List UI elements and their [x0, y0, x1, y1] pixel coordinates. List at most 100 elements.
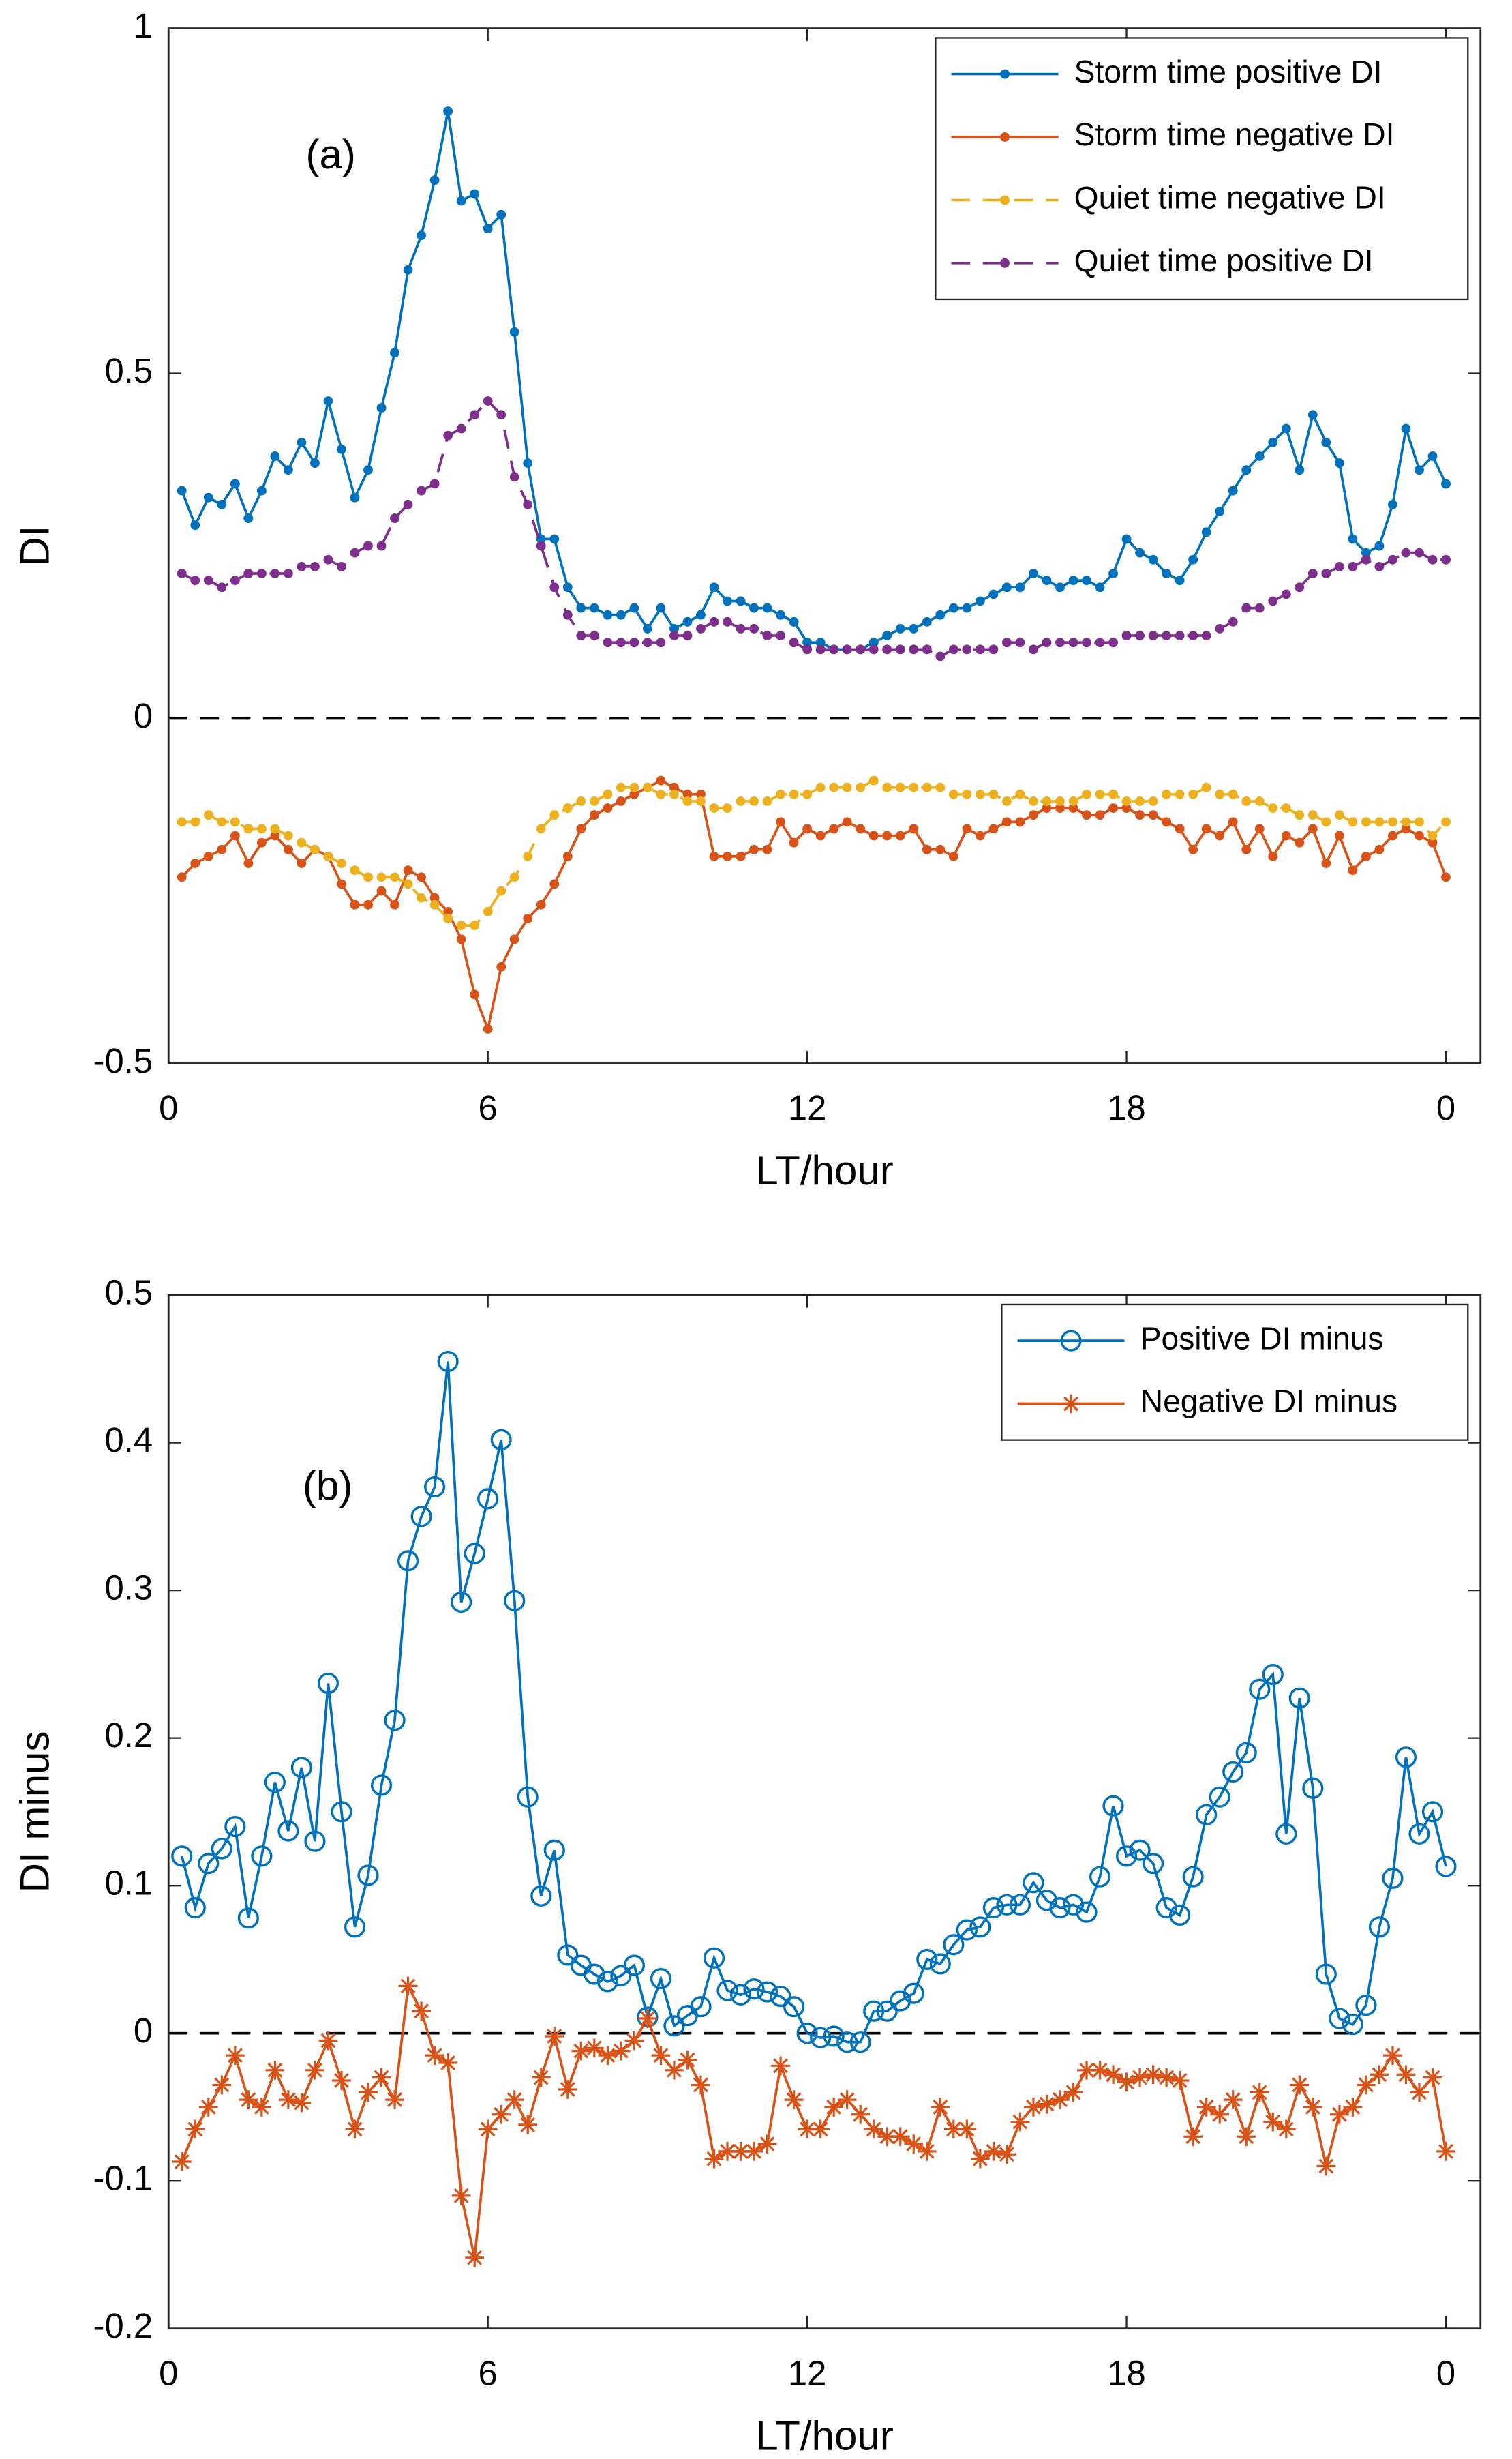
- data-point: [363, 872, 373, 882]
- data-point: [1117, 2072, 1136, 2091]
- data-point: [716, 1980, 738, 2001]
- data-point: [988, 644, 999, 655]
- data-point: [1241, 796, 1252, 806]
- data-point: [376, 403, 387, 413]
- data-point: [256, 569, 267, 578]
- data-point: [743, 1978, 765, 2000]
- data-point: [549, 582, 560, 593]
- data-point: [638, 2009, 657, 2028]
- data-point: [1121, 631, 1132, 641]
- data-point: [718, 2142, 737, 2161]
- y-axis-label: DI minus: [12, 1731, 57, 1892]
- data-point: [1183, 2127, 1203, 2147]
- data-point: [1415, 465, 1424, 475]
- data-point: [1029, 810, 1038, 820]
- data-point: [1307, 810, 1318, 820]
- data-point: [1148, 554, 1158, 565]
- data-point: [642, 624, 652, 634]
- data-point: [403, 499, 413, 509]
- data-point: [410, 1506, 432, 1527]
- data-point: [935, 651, 946, 661]
- data-point: [251, 1845, 273, 1867]
- data-point: [948, 644, 958, 655]
- data-point: [1268, 596, 1278, 606]
- data-point: [876, 2000, 898, 2022]
- data-point: [350, 492, 360, 503]
- data-point: [1162, 789, 1172, 799]
- data-point: [1068, 638, 1078, 648]
- data-point: [656, 638, 666, 648]
- data-point: [696, 610, 706, 620]
- data-point: [517, 1786, 539, 1808]
- data-point: [1401, 824, 1411, 834]
- data-point: [1024, 2098, 1043, 2117]
- data-point: [217, 817, 227, 827]
- data-point: [598, 2046, 618, 2066]
- data-point: [948, 603, 958, 613]
- data-point: [317, 1672, 339, 1695]
- data-point: [1268, 437, 1278, 447]
- data-point: [1361, 548, 1371, 558]
- legend-label: Positive DI minus: [1140, 1320, 1384, 1356]
- data-point: [1415, 548, 1424, 558]
- data-point: [297, 837, 307, 848]
- data-point: [545, 2027, 564, 2046]
- data-point: [895, 644, 905, 655]
- data-point: [1329, 2008, 1350, 2029]
- data-point: [975, 789, 985, 799]
- data-point: [1370, 2065, 1389, 2085]
- data-point: [603, 638, 613, 648]
- data-point: [709, 616, 719, 627]
- data-point: [943, 1934, 965, 1956]
- data-point: [1108, 638, 1118, 648]
- data-point: [1201, 631, 1211, 641]
- data-point: [523, 914, 533, 923]
- data-point: [1401, 423, 1411, 434]
- y-tick-label: 0: [134, 2011, 153, 2050]
- data-point: [1241, 844, 1252, 854]
- data-point: [691, 2075, 710, 2095]
- data-point: [1000, 132, 1010, 142]
- data-point: [1436, 2142, 1455, 2161]
- data-point: [1169, 1904, 1191, 1926]
- data-point: [350, 865, 360, 876]
- data-point: [424, 1476, 446, 1498]
- data-point: [864, 2119, 883, 2139]
- data-point: [198, 2098, 218, 2117]
- data-point: [629, 782, 639, 792]
- data-point: [1374, 844, 1385, 854]
- data-point: [576, 796, 586, 806]
- data-point: [1355, 1994, 1377, 2016]
- y-tick-label: 0.5: [104, 351, 153, 390]
- data-point: [1095, 582, 1105, 593]
- plot-area: [168, 1295, 1481, 2329]
- data-point: [1157, 2068, 1176, 2087]
- data-point: [1000, 258, 1010, 268]
- data-point: [212, 2075, 232, 2095]
- data-point: [877, 2127, 897, 2147]
- data-point: [225, 2046, 245, 2066]
- data-point: [243, 569, 254, 578]
- data-point: [589, 631, 599, 641]
- data-point: [1321, 817, 1331, 827]
- data-point: [1254, 796, 1265, 806]
- data-point: [1268, 851, 1278, 861]
- data-point: [1209, 1786, 1230, 1808]
- data-point: [1061, 1394, 1080, 1414]
- data-point: [1049, 1897, 1071, 1919]
- data-point: [1334, 831, 1344, 841]
- data-point: [849, 2031, 871, 2053]
- data-point: [536, 824, 546, 834]
- data-point: [256, 824, 267, 834]
- data-point: [776, 631, 786, 641]
- data-point: [470, 410, 480, 420]
- data-point: [749, 796, 759, 806]
- data-point: [948, 789, 958, 799]
- data-point: [518, 2115, 538, 2134]
- data-point: [237, 1907, 259, 1929]
- data-point: [376, 886, 387, 896]
- data-point: [390, 348, 399, 358]
- data-point: [1162, 569, 1172, 578]
- data-point: [1281, 589, 1291, 599]
- data-point: [744, 2142, 763, 2161]
